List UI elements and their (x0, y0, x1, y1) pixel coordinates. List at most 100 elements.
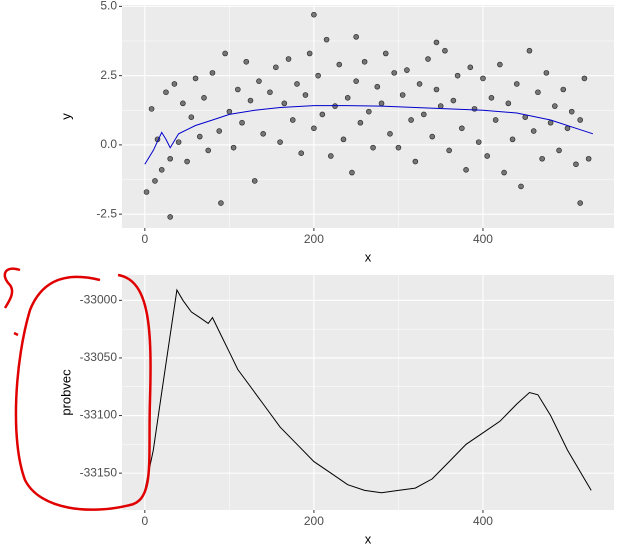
point (209, 70, 216, 76)
point (475, 139, 482, 145)
point (340, 136, 347, 143)
point (171, 81, 178, 87)
x-tick-label: 400 (473, 232, 493, 246)
point (399, 92, 406, 98)
x-tick-label: 0 (141, 514, 148, 528)
y-axis-title: y (58, 113, 73, 120)
point (319, 111, 326, 118)
point (361, 58, 368, 65)
point (323, 36, 330, 43)
point (230, 144, 237, 151)
y-tick-label: -33150 (80, 465, 118, 479)
point (425, 56, 431, 62)
point (395, 144, 402, 151)
y-tick-label: -33000 (80, 293, 118, 307)
x-axis-title: x (365, 249, 372, 264)
point (357, 119, 364, 126)
point (349, 169, 355, 176)
point (433, 39, 440, 46)
point (480, 75, 486, 82)
point (585, 155, 592, 162)
point (539, 155, 545, 162)
point (285, 56, 292, 62)
point (560, 86, 567, 93)
point (454, 72, 461, 79)
point (184, 158, 190, 165)
point (167, 155, 173, 162)
point (581, 75, 588, 82)
point (556, 147, 562, 154)
point (243, 58, 250, 65)
point (267, 89, 273, 96)
point (374, 83, 381, 90)
y-tick-label: -33050 (80, 350, 118, 364)
point (505, 100, 512, 107)
point (370, 144, 376, 151)
point (484, 153, 490, 159)
point (526, 47, 533, 54)
point (467, 64, 474, 71)
point (530, 128, 537, 134)
point (152, 178, 158, 184)
point (201, 95, 207, 101)
point (429, 133, 436, 140)
point (420, 111, 427, 118)
x-tick-label: 200 (304, 514, 324, 528)
point (315, 72, 321, 79)
point (535, 89, 541, 96)
point (298, 150, 305, 157)
point (450, 97, 457, 104)
point (294, 81, 300, 87)
point (471, 106, 478, 112)
y-tick-label: 2.5 (100, 68, 117, 82)
point (459, 125, 465, 132)
point (433, 86, 440, 93)
point (353, 34, 359, 40)
point (235, 86, 241, 93)
point (256, 78, 262, 84)
point (143, 189, 150, 195)
point (437, 103, 444, 109)
point (260, 131, 266, 137)
x-tick-label: 0 (141, 232, 148, 246)
x-tick-label: 200 (304, 232, 324, 246)
point (175, 139, 182, 145)
point (196, 133, 203, 140)
point (353, 78, 359, 84)
point (492, 117, 499, 123)
point (408, 117, 414, 123)
point (501, 169, 507, 176)
line (144, 288, 592, 494)
point (387, 131, 393, 137)
point (205, 147, 212, 154)
point (344, 95, 351, 101)
point (148, 106, 155, 112)
point (311, 125, 317, 132)
point (391, 70, 398, 76)
point (273, 64, 279, 71)
point (247, 97, 254, 104)
plots: 0 200 400 5.0 2.5 0.0 -2.5 x y 0 200 400 -33000 -3305… (58, 0, 614, 545)
point (442, 47, 448, 54)
point (543, 70, 550, 76)
point (518, 183, 524, 190)
point (192, 75, 199, 82)
point (332, 103, 338, 109)
point (180, 100, 186, 107)
panel-background (122, 275, 614, 510)
point (382, 50, 389, 57)
point (488, 95, 495, 101)
point (573, 161, 579, 168)
y-tick-label: -2.5 (96, 206, 117, 220)
point (216, 128, 223, 134)
point (336, 61, 343, 68)
point (328, 153, 334, 159)
line (144, 105, 594, 165)
point (281, 100, 288, 107)
point (277, 139, 283, 145)
point (218, 200, 224, 206)
point (552, 103, 558, 109)
y-tick-label: -33100 (80, 408, 118, 422)
